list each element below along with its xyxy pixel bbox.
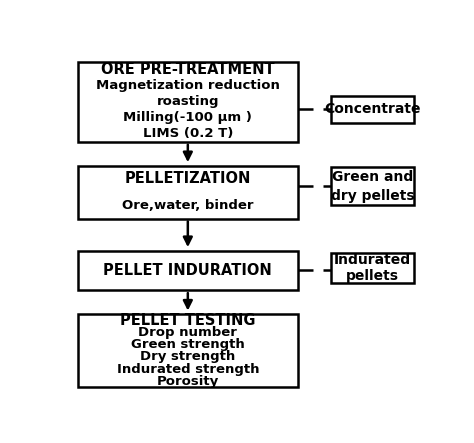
Text: pellets: pellets (346, 269, 399, 283)
Text: PELLET TESTING: PELLET TESTING (120, 313, 255, 328)
Text: Indurated strength: Indurated strength (117, 363, 259, 376)
FancyBboxPatch shape (78, 251, 298, 290)
Text: Porosity: Porosity (157, 375, 219, 388)
Text: Drop number: Drop number (138, 326, 237, 339)
Text: Dry strength: Dry strength (140, 350, 236, 363)
Text: ORE PRE-TREATMENT: ORE PRE-TREATMENT (101, 62, 274, 77)
Text: Green and: Green and (332, 170, 413, 184)
Text: PELLET INDURATION: PELLET INDURATION (103, 263, 272, 278)
Text: Indurated: Indurated (334, 253, 411, 268)
FancyBboxPatch shape (331, 253, 414, 284)
Text: LIMS (0.2 T): LIMS (0.2 T) (143, 127, 233, 140)
FancyBboxPatch shape (78, 314, 298, 388)
Text: PELLETIZATION: PELLETIZATION (125, 171, 251, 187)
Text: Magnetization reduction: Magnetization reduction (96, 79, 280, 92)
FancyBboxPatch shape (78, 62, 298, 142)
Text: Ore,water, binder: Ore,water, binder (122, 199, 254, 212)
FancyBboxPatch shape (331, 96, 414, 123)
Text: roasting: roasting (156, 95, 219, 108)
FancyBboxPatch shape (78, 166, 298, 218)
Text: Concentrate: Concentrate (324, 102, 420, 117)
Text: Milling(-100 μm ): Milling(-100 μm ) (123, 111, 252, 124)
FancyBboxPatch shape (331, 167, 414, 205)
Text: dry pellets: dry pellets (330, 189, 414, 202)
Text: Green strength: Green strength (131, 338, 245, 351)
